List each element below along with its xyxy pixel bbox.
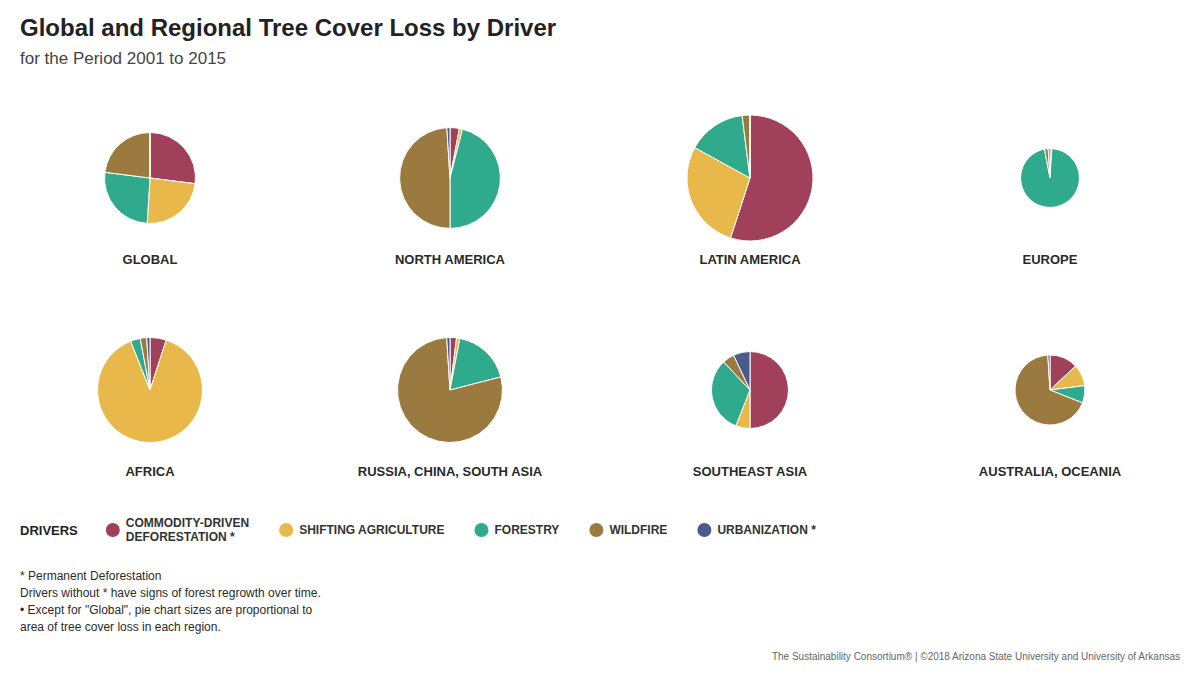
subtitle: for the Period 2001 to 2015 xyxy=(20,49,226,68)
credit: The Sustainability Consortium® | ©2018 A… xyxy=(772,651,1180,662)
pie-slice xyxy=(140,338,150,390)
pie-slice xyxy=(131,338,150,390)
title: Global and Regional Tree Cover Loss by D… xyxy=(20,14,556,41)
pie-slice xyxy=(447,338,450,391)
footnote: • Except for "Global", pie chart sizes a… xyxy=(20,603,313,617)
pie-slice xyxy=(1044,149,1050,178)
pie-slice xyxy=(150,133,195,184)
pie xyxy=(400,128,501,229)
pie xyxy=(1015,355,1085,425)
footnote: * Permanent Deforestation xyxy=(20,569,161,583)
legend-label: SHIFTING AGRICULTURE xyxy=(299,523,444,537)
pie-slice xyxy=(105,133,150,179)
pie-label: NORTH AMERICA xyxy=(395,252,506,267)
pie-slice xyxy=(1048,355,1050,390)
legend-swatch xyxy=(589,523,603,537)
legend-label: COMMODITY-DRIVENDEFORESTATION * xyxy=(126,516,249,544)
pie xyxy=(105,133,196,224)
pie-slice xyxy=(450,129,500,228)
pie-slice xyxy=(147,338,150,391)
pie xyxy=(1021,149,1080,208)
legend-swatch xyxy=(697,523,711,537)
pie xyxy=(97,338,202,443)
legend-swatch xyxy=(474,523,488,537)
pie-label: EUROPE xyxy=(1023,252,1078,267)
pie-slice xyxy=(147,178,195,223)
pie-slice xyxy=(150,133,151,179)
pie xyxy=(712,352,789,429)
pie-label: GLOBAL xyxy=(123,252,178,267)
footnote: Drivers without * have signs of forest r… xyxy=(20,586,321,600)
pie-slice xyxy=(1021,149,1080,208)
chart: Global and Regional Tree Cover Loss by D… xyxy=(0,0,1200,676)
pie-label: SOUTHEAST ASIA xyxy=(693,464,808,479)
pies xyxy=(97,115,1085,443)
legend-label: FORESTRY xyxy=(494,523,559,537)
legend-swatch xyxy=(106,523,120,537)
legend-label: URBANIZATION * xyxy=(717,523,816,537)
pie-slice xyxy=(105,172,150,223)
pie-slice xyxy=(734,352,750,391)
pie-slice xyxy=(1048,149,1050,178)
legend-label: WILDFIRE xyxy=(609,523,667,537)
pie-slice xyxy=(398,338,503,443)
pie-label: LATIN AMERICA xyxy=(699,252,801,267)
pie-label: AUSTRALIA, OCEANIA xyxy=(979,464,1122,479)
pie-slice xyxy=(750,115,751,178)
pie-slice xyxy=(750,352,789,429)
pie-slice xyxy=(695,115,750,178)
pie-slice xyxy=(447,128,450,178)
pie-slice xyxy=(742,115,750,178)
pie-slice xyxy=(1015,355,1083,425)
pie-slice xyxy=(400,128,450,229)
footnote: area of tree cover loss in each region. xyxy=(20,620,221,634)
pie-label: AFRICA xyxy=(125,464,175,479)
legend-swatch xyxy=(279,523,293,537)
legend: DRIVERS COMMODITY-DRIVENDEFORESTATION * SH… xyxy=(20,516,816,544)
pie-label: RUSSIA, CHINA, SOUTH ASIA xyxy=(358,464,543,479)
pie xyxy=(398,338,503,443)
pie xyxy=(687,115,813,241)
legend-title: DRIVERS xyxy=(20,523,78,538)
